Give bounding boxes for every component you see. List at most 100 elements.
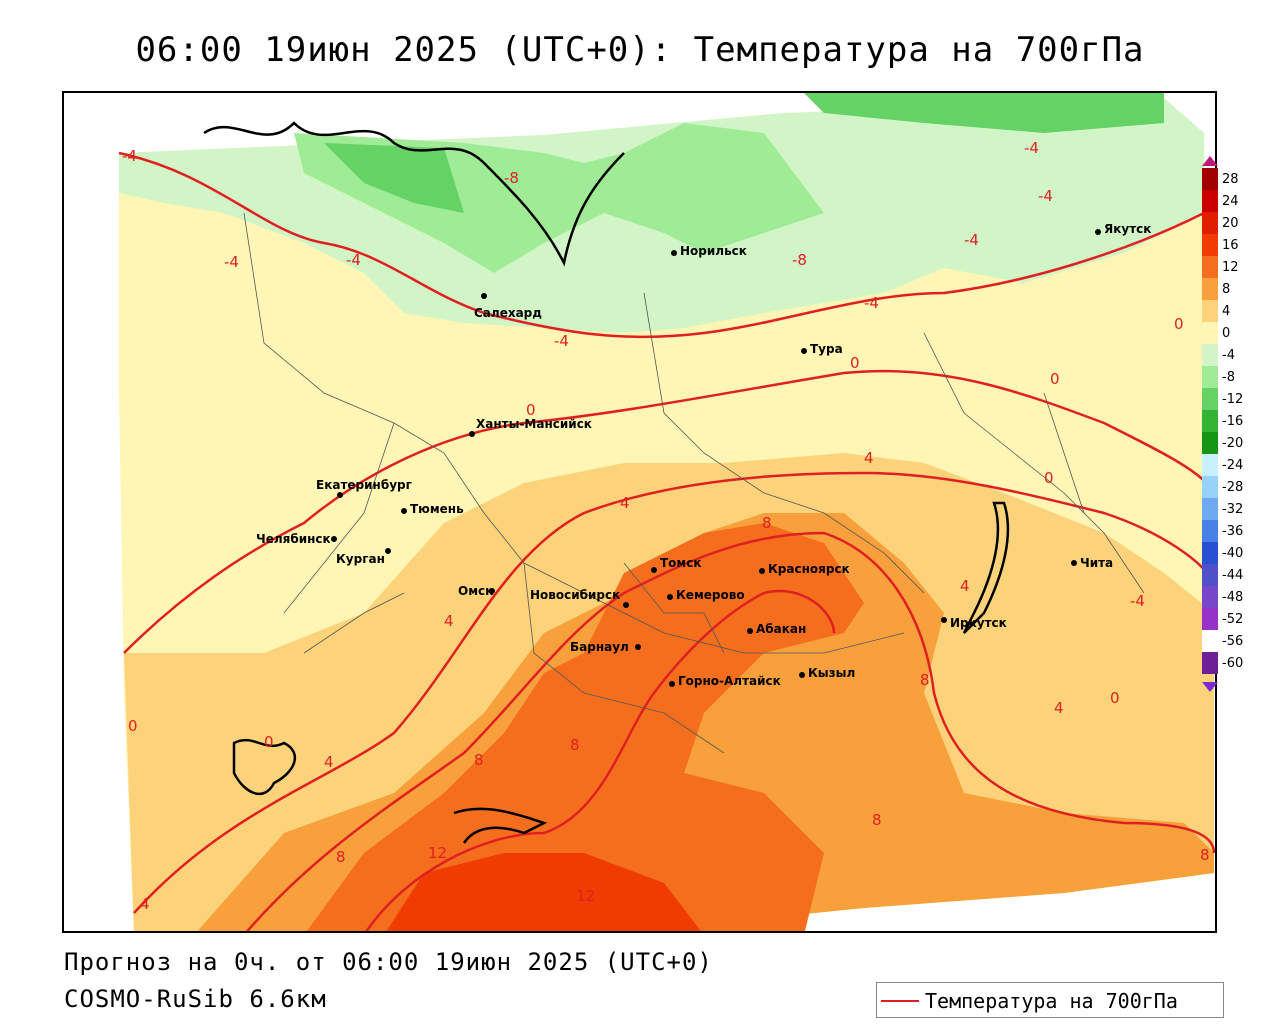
colorbar-swatch <box>1202 630 1218 652</box>
colorbar-tick-label: 20 <box>1222 216 1239 231</box>
colorbar-swatch <box>1202 388 1218 410</box>
iso-label: -4 <box>554 332 569 350</box>
iso-label: 8 <box>474 751 484 769</box>
colorbar-tick-label: -16 <box>1222 414 1244 429</box>
colorbar-tick-label: -8 <box>1222 370 1235 385</box>
colorbar-tick-label: 24 <box>1222 194 1239 209</box>
cold-zone-deep <box>324 143 464 213</box>
colorbar-swatch <box>1202 366 1218 388</box>
isotherm-0 <box>123 369 1215 654</box>
isotherm-12 <box>365 589 836 931</box>
colorbar-swatch <box>1202 212 1218 234</box>
forecast-info: Прогноз на 0ч. от 06:00 19июн 2025 (UTC+… <box>64 948 713 976</box>
colorbar-tick-label: 8 <box>1222 282 1231 297</box>
city-label-kemerovo: Кемерово <box>676 588 745 602</box>
city-label-krasnoyarsk: Красноярск <box>768 562 850 576</box>
city-label-barnaul: Барнаул <box>570 640 629 654</box>
colorbar-bottom-arrow <box>1202 682 1218 692</box>
iso-label: -4 <box>1130 592 1145 610</box>
iso-label: 4 <box>620 494 630 512</box>
map-title: 06:00 19июн 2025 (UTC+0): Температура на… <box>135 30 1145 70</box>
city-label-norilsk: Норильск <box>680 244 747 258</box>
colorbar-tick-label: -56 <box>1222 634 1244 649</box>
city-label-tomsk: Томск <box>660 556 702 570</box>
iso-label: 4 <box>1054 699 1064 717</box>
cold-zone-ne <box>804 93 1164 133</box>
colorbar-tick-label: -24 <box>1222 458 1244 473</box>
isotherm-4 <box>133 471 1215 914</box>
coastline <box>203 121 1010 844</box>
iso-label: 0 <box>1110 689 1120 707</box>
iso-label: 8 <box>762 514 772 532</box>
legend-label: Температура на 700гПа <box>925 989 1178 1013</box>
colorbar-tick-label: -12 <box>1222 392 1244 407</box>
city-label-kyzyl: Кызыл <box>808 666 855 680</box>
colorbar-swatch <box>1202 234 1218 256</box>
colorbar-swatch <box>1202 586 1218 608</box>
city-markers: Якутск Норильск Салехард Тура Ханты-Манс… <box>256 222 1151 688</box>
city-label-salekhard: Салехард <box>474 306 542 320</box>
temperature-map: Якутск Норильск Салехард Тура Ханты-Манс… <box>62 91 1217 933</box>
colorbar-tick-label: -48 <box>1222 590 1244 605</box>
colorbar-swatch <box>1202 300 1218 322</box>
colorbar-swatch <box>1202 256 1218 278</box>
iso-label: 0 <box>1044 469 1054 487</box>
city-label-yakutsk: Якутск <box>1104 222 1151 236</box>
legend: Температура на 700гПа <box>876 982 1224 1018</box>
colorbar-swatch <box>1202 454 1218 476</box>
iso-label: -4 <box>964 231 979 249</box>
colorbar-tick-label: -40 <box>1222 546 1244 561</box>
colorbar-top-arrow <box>1202 156 1218 166</box>
iso-label: -4 <box>1024 139 1039 157</box>
colorbar-tick-label: 0 <box>1222 326 1231 341</box>
city-label-irkutsk: Иркутск <box>950 616 1007 630</box>
city-label-abakan: Абакан <box>756 622 806 636</box>
colorbar-swatch <box>1202 652 1218 674</box>
isotherm-minus4-north <box>118 151 1205 339</box>
colorbar-swatch <box>1202 498 1218 520</box>
iso-label: 8 <box>1200 846 1210 864</box>
iso-label: 0 <box>1174 315 1184 333</box>
colorbar-swatch <box>1202 608 1218 630</box>
colorbar-tick-label: -20 <box>1222 436 1244 451</box>
iso-label: 0 <box>264 733 274 751</box>
colorbar-tick-label: -52 <box>1222 612 1244 627</box>
iso-label: -8 <box>792 251 807 269</box>
colorbar-swatch <box>1202 278 1218 300</box>
city-label-ekaterinburg: Екатеринбург <box>316 478 412 492</box>
colorbar-tick-label: -44 <box>1222 568 1244 583</box>
iso-label: 0 <box>526 401 536 419</box>
iso-label: 8 <box>336 848 346 866</box>
iso-label: -4 <box>346 251 361 269</box>
iso-label: 12 <box>576 887 595 905</box>
iso-label: 8 <box>872 811 882 829</box>
colorbar-tick-label: -32 <box>1222 502 1244 517</box>
iso-label: 8 <box>920 671 930 689</box>
colorbar-tick-label: 4 <box>1222 304 1231 319</box>
iso-label: 4 <box>140 895 150 913</box>
colorbar-swatch <box>1202 432 1218 454</box>
colorbar-swatch <box>1202 344 1218 366</box>
iso-label: 4 <box>960 577 970 595</box>
iso-label: 4 <box>864 449 874 467</box>
warm-core <box>386 853 701 931</box>
city-label-gorno-altaysk: Горно-Алтайск <box>678 674 781 688</box>
iso-label: -8 <box>504 169 519 187</box>
colorbar-swatch <box>1202 476 1218 498</box>
colorbar-tick-label: -36 <box>1222 524 1244 539</box>
colorbar-tick-label: -4 <box>1222 348 1235 363</box>
iso-label: -4 <box>864 294 879 312</box>
iso-label: 0 <box>1050 370 1060 388</box>
city-label-omsk: Омск <box>458 584 493 598</box>
iso-label: -4 <box>122 147 137 165</box>
iso-label: 0 <box>850 354 860 372</box>
city-label-khanty: Ханты-Мансийск <box>476 417 592 431</box>
iso-label: 12 <box>428 844 447 862</box>
iso-label: 8 <box>570 736 580 754</box>
colorbar-swatch <box>1202 542 1218 564</box>
map-canvas: Якутск Норильск Салехард Тура Ханты-Манс… <box>64 93 1215 931</box>
city-label-novosibirsk: Новосибирск <box>530 588 620 602</box>
isotherm-labels: -4 -8 -4 -4 -4 -4 -8 -4 -4 -4 0 0 0 0 0 … <box>122 139 1210 913</box>
iso-label: 0 <box>128 717 138 735</box>
isotherm-8 <box>245 531 1215 931</box>
